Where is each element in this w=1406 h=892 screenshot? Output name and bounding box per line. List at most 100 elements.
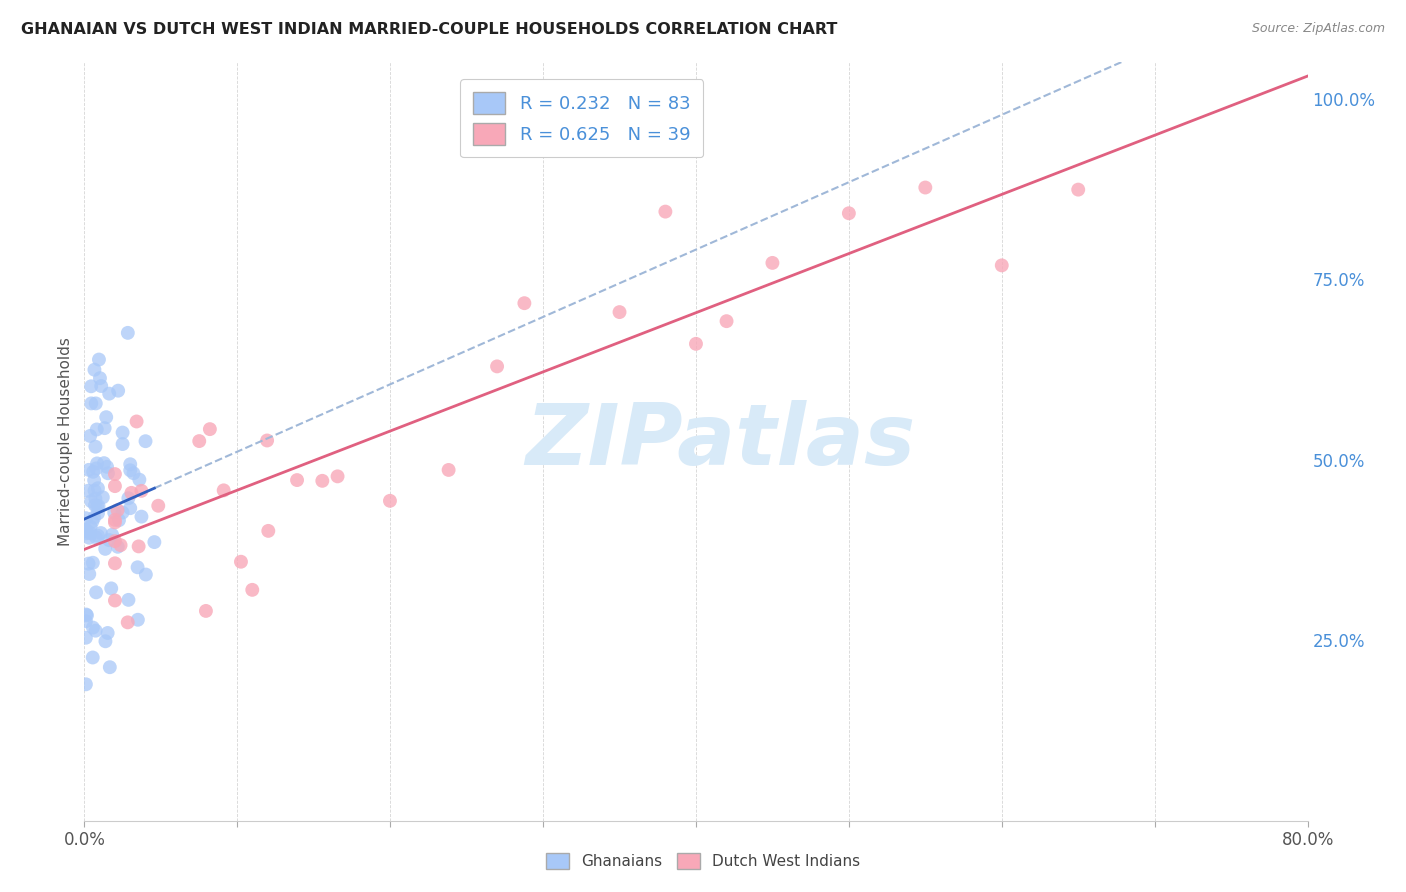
Point xyxy=(87,481,110,495)
Point xyxy=(83,473,105,487)
Point xyxy=(194,604,217,618)
Point xyxy=(84,491,107,506)
Point xyxy=(77,566,100,581)
Text: ZIPatlas: ZIPatlas xyxy=(526,400,915,483)
Point xyxy=(96,459,118,474)
Point xyxy=(311,474,333,488)
Point xyxy=(75,677,97,691)
Point xyxy=(761,256,783,270)
Point xyxy=(143,535,166,549)
Point xyxy=(84,585,107,599)
Point xyxy=(609,305,631,319)
Point xyxy=(82,621,104,635)
Point xyxy=(79,526,101,541)
Point xyxy=(77,557,100,571)
Point xyxy=(103,506,125,520)
Legend: Ghanaians, Dutch West Indians: Ghanaians, Dutch West Indians xyxy=(540,847,866,875)
Point xyxy=(75,523,97,537)
Point xyxy=(96,410,118,425)
Point xyxy=(135,567,157,582)
Point xyxy=(240,582,263,597)
Point xyxy=(120,457,142,471)
Point xyxy=(513,296,536,310)
Point xyxy=(77,463,100,477)
Point xyxy=(79,520,101,534)
Point xyxy=(117,592,139,607)
Point xyxy=(93,421,115,435)
Point xyxy=(104,593,127,607)
Point xyxy=(125,415,148,429)
Point xyxy=(84,396,107,410)
Point xyxy=(120,486,142,500)
Point xyxy=(437,463,460,477)
Point xyxy=(127,613,149,627)
Point xyxy=(75,607,97,622)
Point xyxy=(77,483,100,498)
Point xyxy=(257,524,280,538)
Point xyxy=(84,440,107,454)
Point xyxy=(229,555,252,569)
Point xyxy=(110,538,132,552)
Point xyxy=(378,493,401,508)
Text: GHANAIAN VS DUTCH WEST INDIAN MARRIED-COUPLE HOUSEHOLDS CORRELATION CHART: GHANAIAN VS DUTCH WEST INDIAN MARRIED-CO… xyxy=(21,22,838,37)
Point xyxy=(107,503,129,517)
Point xyxy=(80,379,103,393)
Point xyxy=(838,206,860,220)
Point xyxy=(82,465,104,479)
Legend: R = 0.232   N = 83, R = 0.625   N = 39: R = 0.232 N = 83, R = 0.625 N = 39 xyxy=(460,79,703,157)
Point xyxy=(86,500,108,514)
Point xyxy=(212,483,235,498)
Point xyxy=(111,425,134,440)
Point xyxy=(148,499,170,513)
Point xyxy=(87,529,110,543)
Point xyxy=(98,386,121,401)
Point xyxy=(79,429,101,443)
Point xyxy=(111,506,134,520)
Point xyxy=(104,534,127,549)
Point xyxy=(89,371,111,385)
Point xyxy=(87,352,110,367)
Y-axis label: Married-couple Households: Married-couple Households xyxy=(58,337,73,546)
Point xyxy=(86,457,108,471)
Point xyxy=(84,530,107,544)
Point xyxy=(80,396,103,410)
Point xyxy=(76,524,98,538)
Point xyxy=(107,540,129,554)
Point xyxy=(104,556,127,570)
Point xyxy=(87,499,110,513)
Point xyxy=(104,479,127,493)
Point xyxy=(94,634,117,648)
Point xyxy=(107,384,129,398)
Point xyxy=(104,513,127,527)
Point xyxy=(90,526,112,541)
Point xyxy=(486,359,509,374)
Point xyxy=(100,582,122,596)
Point xyxy=(82,515,104,529)
Point xyxy=(80,494,103,508)
Point xyxy=(127,560,149,574)
Point xyxy=(685,336,707,351)
Point xyxy=(914,180,936,194)
Point xyxy=(122,467,145,481)
Point xyxy=(75,614,97,628)
Point xyxy=(108,513,131,527)
Point xyxy=(93,456,115,470)
Point xyxy=(97,467,120,481)
Point xyxy=(198,422,221,436)
Point xyxy=(1067,183,1090,197)
Point xyxy=(83,483,105,498)
Point xyxy=(104,516,127,530)
Point xyxy=(716,314,738,328)
Point xyxy=(83,510,105,524)
Point xyxy=(117,615,139,630)
Point xyxy=(131,509,153,524)
Point xyxy=(991,258,1014,272)
Point xyxy=(117,491,139,506)
Point xyxy=(104,467,127,481)
Point xyxy=(111,437,134,451)
Point xyxy=(98,533,121,547)
Point xyxy=(128,473,150,487)
Text: Source: ZipAtlas.com: Source: ZipAtlas.com xyxy=(1251,22,1385,36)
Point xyxy=(82,650,104,665)
Point xyxy=(285,473,308,487)
